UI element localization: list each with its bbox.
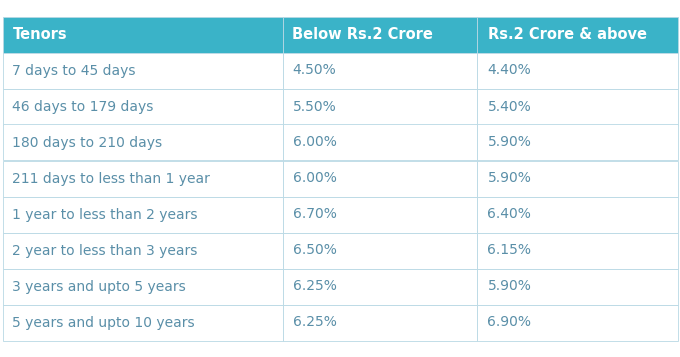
Text: Below Rs.2 Crore: Below Rs.2 Crore <box>292 27 433 42</box>
Bar <box>282 161 477 196</box>
Text: 4.50%: 4.50% <box>292 64 336 77</box>
Bar <box>282 268 477 305</box>
Bar <box>3 268 282 305</box>
Text: Rs.2 Crore & above: Rs.2 Crore & above <box>488 27 647 42</box>
Text: 6.25%: 6.25% <box>292 316 337 330</box>
Bar <box>3 52 282 89</box>
Text: 4.40%: 4.40% <box>488 64 531 77</box>
Text: 5.90%: 5.90% <box>488 136 531 150</box>
Text: Tenors: Tenors <box>12 27 67 42</box>
Bar <box>477 305 677 341</box>
Bar <box>282 305 477 341</box>
Bar <box>3 196 282 232</box>
Bar <box>3 89 282 125</box>
Text: 6.40%: 6.40% <box>488 207 531 221</box>
Text: 7 days to 45 days: 7 days to 45 days <box>12 64 136 77</box>
Bar <box>477 52 677 89</box>
Text: 5.90%: 5.90% <box>488 280 531 293</box>
Bar <box>282 52 477 89</box>
Text: 6.90%: 6.90% <box>488 316 532 330</box>
Bar <box>3 232 282 268</box>
Text: 6.50%: 6.50% <box>292 243 337 257</box>
Text: 5.90%: 5.90% <box>488 171 531 186</box>
Bar <box>282 232 477 268</box>
Bar <box>3 16 282 52</box>
Bar <box>282 196 477 232</box>
Text: 5.40%: 5.40% <box>488 100 531 114</box>
Bar <box>282 89 477 125</box>
Text: 3 years and upto 5 years: 3 years and upto 5 years <box>12 280 186 293</box>
Text: 211 days to less than 1 year: 211 days to less than 1 year <box>12 171 210 186</box>
Bar <box>477 232 677 268</box>
Bar <box>282 16 477 52</box>
Text: 6.00%: 6.00% <box>292 136 337 150</box>
Text: 6.25%: 6.25% <box>292 280 337 293</box>
Bar <box>477 268 677 305</box>
Bar <box>477 196 677 232</box>
Text: 46 days to 179 days: 46 days to 179 days <box>12 100 154 114</box>
Text: 5.50%: 5.50% <box>292 100 336 114</box>
Text: 1 year to less than 2 years: 1 year to less than 2 years <box>12 207 198 221</box>
Bar <box>3 161 282 196</box>
Bar <box>282 125 477 161</box>
Bar <box>477 16 677 52</box>
Bar <box>3 305 282 341</box>
Bar <box>477 125 677 161</box>
Text: 2 year to less than 3 years: 2 year to less than 3 years <box>12 243 198 257</box>
Bar <box>477 89 677 125</box>
Text: 6.70%: 6.70% <box>292 207 337 221</box>
Bar <box>3 125 282 161</box>
Text: 180 days to 210 days: 180 days to 210 days <box>12 136 163 150</box>
Text: 6.15%: 6.15% <box>488 243 532 257</box>
Text: 5 years and upto 10 years: 5 years and upto 10 years <box>12 316 195 330</box>
Text: 6.00%: 6.00% <box>292 171 337 186</box>
Bar <box>477 161 677 196</box>
